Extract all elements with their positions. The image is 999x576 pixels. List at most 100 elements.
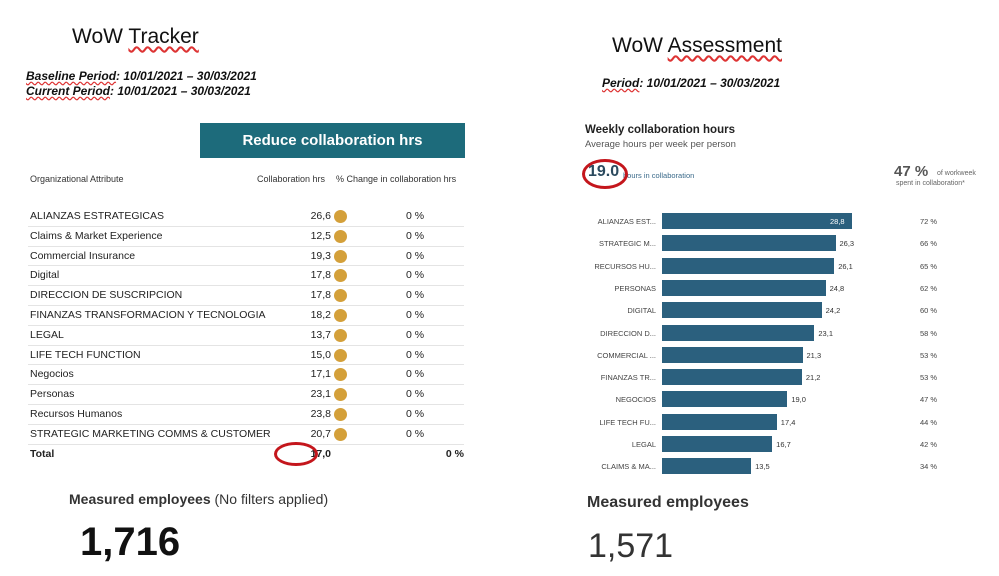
table-row: Digital 17,8 0 % [28, 265, 464, 287]
chart-bar [662, 346, 803, 363]
chart-percent-label: 72 % [920, 217, 938, 226]
row-change: 0 % [405, 328, 425, 341]
chart-value-label: 28,8 [830, 217, 845, 226]
row-attribute: Negocios [30, 368, 74, 381]
row-change: 0 % [405, 408, 425, 420]
chart-category-label: STRATEGIC M... [599, 239, 656, 249]
current-period: Current Period: 10/01/2021 – 30/03/2021 [26, 84, 251, 98]
chart-value-label: 21,3 [806, 350, 822, 360]
status-dot-icon [334, 309, 347, 322]
chart-bar [662, 235, 836, 252]
status-dot-icon [334, 269, 347, 283]
chart-category-label: DIGITAL [627, 306, 656, 316]
chart-percent-label: 53 % [920, 350, 938, 360]
total-change: 0 % [445, 448, 464, 460]
chart-value-label: 16,7 [776, 440, 791, 449]
row-change: 0 % [405, 309, 425, 321]
row-change: 0 % [405, 388, 425, 401]
row-attribute: Personas [30, 388, 75, 401]
row-change: 0 % [405, 229, 425, 242]
row-hours: 17,8 [310, 269, 331, 282]
table-row: FINANZAS TRANSFORMACION Y TECNOLOGIA 18,2… [28, 305, 464, 326]
chart-bar [662, 302, 822, 319]
workweek-label-2: spent in collaboration* [896, 180, 965, 187]
row-change: 0 % [405, 210, 425, 222]
row-hours: 18,2 [310, 309, 331, 321]
avg-highlight-ellipse [582, 159, 628, 189]
chart-value-label: 13,5 [755, 462, 770, 472]
chart-bar [662, 391, 788, 408]
row-hours: 17,1 [310, 368, 331, 381]
chart-value-label: 19,0 [791, 395, 806, 405]
chart-category-label: PERSONAS [614, 283, 656, 293]
chart-bar [662, 436, 773, 452]
row-attribute: FINANZAS TRANSFORMACION Y TECNOLOGIA [30, 309, 266, 321]
chart-title: Weekly collaboration hours [585, 124, 735, 136]
status-dot-icon [334, 427, 347, 441]
chart-percent-label: 53 % [920, 373, 938, 383]
chart-subtitle: Average hours per week per person [585, 139, 736, 150]
chart-value-label: 24,8 [829, 283, 845, 293]
row-hours: 19,3 [310, 249, 331, 262]
workweek-percent: 47 % [894, 163, 929, 180]
chart-value-label: 26,3 [839, 239, 855, 249]
chart-percent-label: 34 % [920, 462, 938, 472]
row-hours: 17,8 [310, 289, 331, 302]
chart-percent-label: 66 % [920, 239, 938, 249]
table-row: Personas 23,1 0 % [28, 384, 464, 405]
status-dot-icon [334, 388, 347, 402]
chart-category-label: RECURSOS HU... [594, 261, 656, 271]
left-measured-value: 1,716 [80, 520, 181, 564]
chart-category-label: LEGAL [631, 440, 656, 449]
row-change: 0 % [405, 368, 425, 381]
row-hours: 15,0 [310, 348, 331, 361]
table-row: LEGAL 13,7 0 % [28, 325, 464, 346]
status-dot-icon [334, 210, 347, 223]
row-attribute: Recursos Humanos [30, 408, 123, 420]
chart-bar [662, 279, 826, 296]
chart-value-label: 17,4 [780, 417, 796, 427]
chart-percent-label: 65 % [920, 261, 938, 271]
header-attribute: Organizational Attribute [30, 174, 124, 184]
status-dot-icon [334, 348, 347, 362]
workweek-label-1: of workweek [937, 170, 976, 177]
row-attribute: Commercial Insurance [30, 249, 136, 262]
table-row: ALIANZAS ESTRATEGICAS 26,6 0 % [28, 206, 464, 227]
chart-bar [662, 369, 802, 386]
chart-value-label: 26,1 [838, 261, 853, 271]
row-hours: 26,6 [310, 210, 331, 222]
row-change: 0 % [405, 427, 425, 440]
row-attribute: ALIANZAS ESTRATEGICAS [30, 210, 165, 222]
chart-category-label: FINANZAS TR... [600, 373, 656, 383]
header-hours: Collaboration hrs [257, 174, 326, 184]
table-row: Claims & Market Experience 12,5 0 % [28, 226, 464, 247]
chart-bar [662, 413, 777, 430]
chart-percent-label: 62 % [920, 283, 938, 293]
chart-category-label: COMMERCIAL ... [597, 350, 656, 360]
row-attribute: DIRECCION DE SUSCRIPCION [30, 289, 183, 302]
row-hours: 20,7 [310, 427, 331, 440]
chart-percent-label: 44 % [920, 417, 938, 427]
left-title: WoW Tracker [72, 25, 199, 48]
table-row: STRATEGIC MARKETING COMMS & CUSTOMER 20,7… [28, 424, 464, 445]
status-dot-icon [334, 229, 347, 243]
row-change: 0 % [405, 289, 425, 302]
row-attribute: LEGAL [30, 328, 64, 341]
chart-category-label: NEGOCIOS [615, 395, 656, 405]
row-hours: 23,1 [310, 388, 331, 401]
chart-percent-label: 58 % [920, 328, 938, 338]
right-title: WoW Assessment [612, 34, 782, 57]
status-dot-icon [334, 289, 347, 303]
row-hours: 13,7 [310, 328, 331, 341]
status-dot-icon [334, 408, 347, 421]
table-row: Negocios 17,1 0 % [28, 364, 464, 386]
table-total-row: Total 17,0 0 % [28, 444, 464, 464]
status-dot-icon [334, 249, 347, 263]
row-change: 0 % [405, 348, 425, 361]
row-hours: 12,5 [310, 229, 331, 242]
chart-value-label: 23,1 [818, 328, 833, 338]
row-change: 0 % [405, 249, 425, 262]
baseline-period: Baseline Period: 10/01/2021 – 30/03/2021 [26, 69, 257, 83]
row-attribute: LIFE TECH FUNCTION [30, 348, 141, 361]
left-measured-employees: Measured employees (No filters applied) [69, 491, 329, 507]
